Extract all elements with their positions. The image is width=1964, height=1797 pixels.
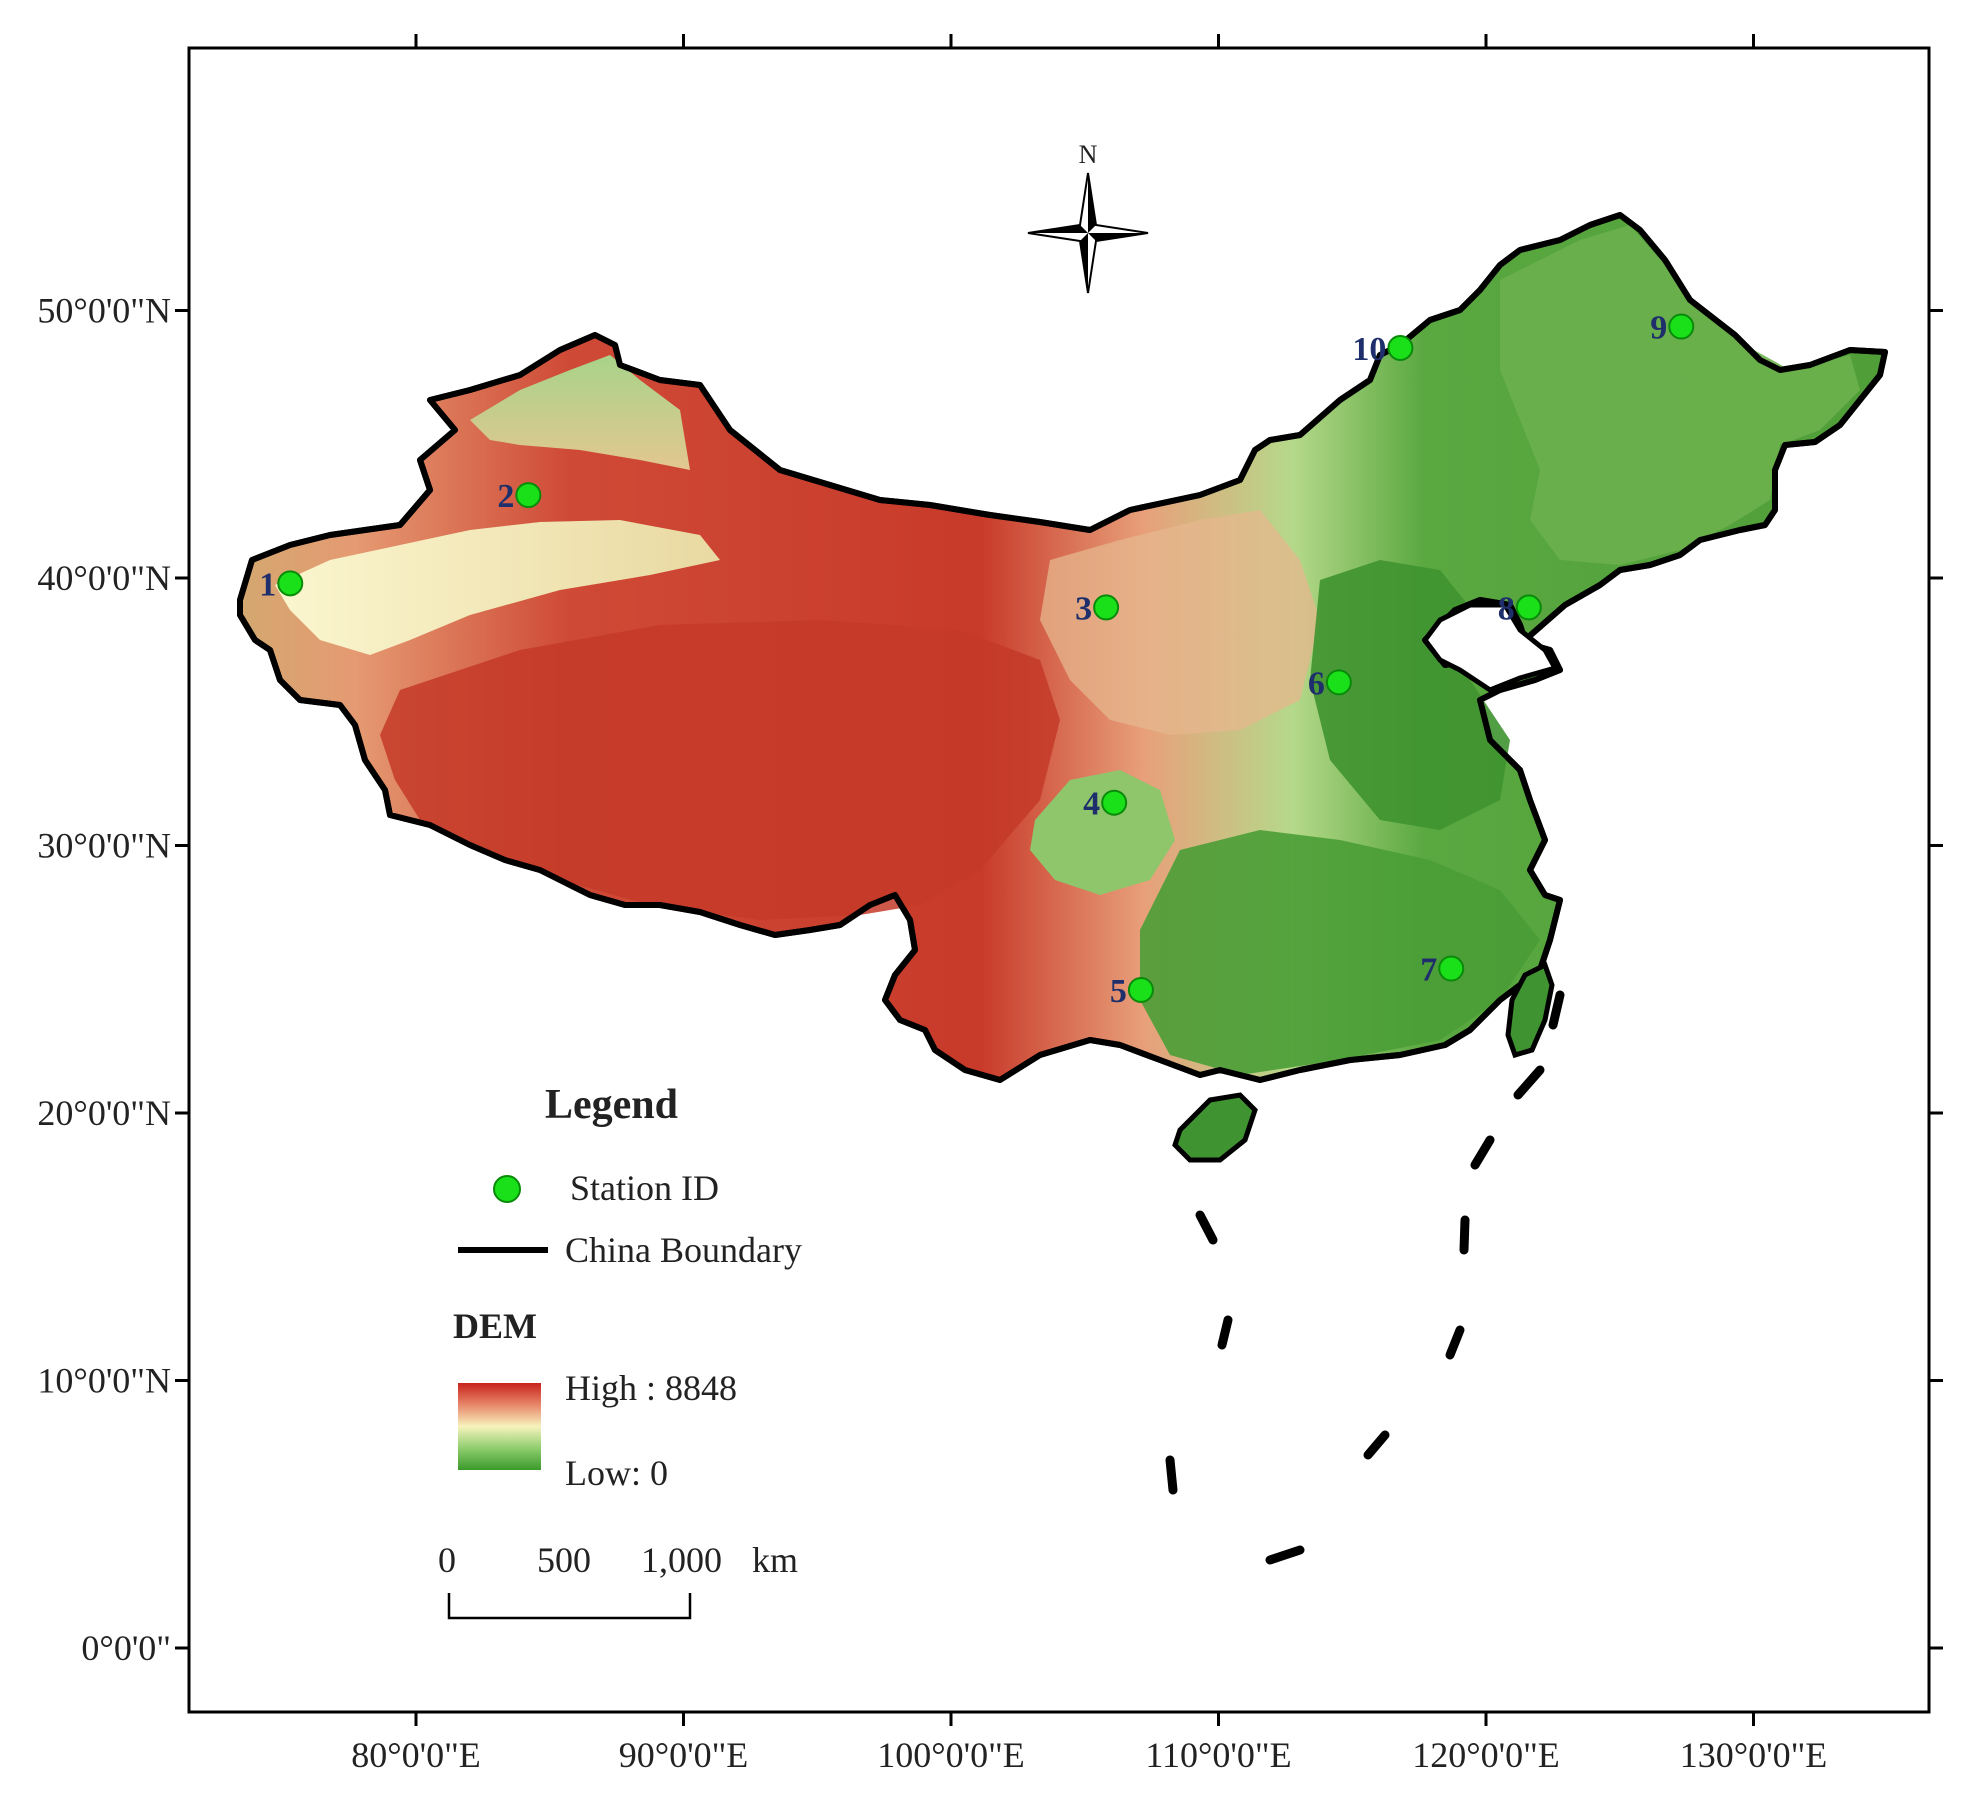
station-label-1: 1 bbox=[259, 566, 276, 603]
scale-label-km: km bbox=[752, 1540, 798, 1580]
dem-relief-tarim-basin bbox=[275, 520, 720, 655]
lon-tick-label: 120°0'0"E bbox=[1412, 1735, 1560, 1775]
taiwan-island bbox=[1505, 961, 1555, 1059]
station-label-7: 7 bbox=[1420, 952, 1437, 989]
lon-tick-label: 80°0'0"E bbox=[351, 1735, 481, 1775]
scale-bar-line bbox=[447, 1593, 692, 1620]
dem-relief-loess bbox=[1040, 510, 1320, 735]
bohai-sea bbox=[1421, 602, 1559, 693]
dem-relief-tibet bbox=[380, 620, 1060, 920]
station-label-4: 4 bbox=[1083, 786, 1100, 823]
station-label-3: 3 bbox=[1075, 590, 1092, 627]
station-marker-8 bbox=[1515, 594, 1542, 621]
dem-low-label: Low: 0 bbox=[565, 1453, 668, 1493]
lat-tick-label: 20°0'0"N bbox=[37, 1093, 171, 1133]
longitude-ticks: 80°0'0"E 90°0'0"E 100°0'0"E 110°0'0"E 120°0'… bbox=[351, 34, 1827, 1775]
legend: Legend Station ID China Boundary DEM Hig… bbox=[453, 1082, 802, 1493]
station-marker-9 bbox=[1668, 313, 1695, 340]
station-label-10: 10 bbox=[1352, 331, 1386, 368]
station-marker-10 bbox=[1387, 334, 1414, 361]
dem-high-label: High : 8848 bbox=[565, 1368, 737, 1408]
lon-tick-label: 100°0'0"E bbox=[877, 1735, 1025, 1775]
station-marker-5 bbox=[1127, 976, 1154, 1003]
station-marker-3 bbox=[1093, 594, 1120, 621]
lat-tick-label: 40°0'0"N bbox=[37, 558, 171, 598]
station-label-9: 9 bbox=[1650, 310, 1667, 347]
station-marker-6 bbox=[1325, 669, 1352, 696]
lat-tick-label: 0°0'0" bbox=[81, 1628, 171, 1668]
station-label-5: 5 bbox=[1110, 973, 1127, 1010]
station-label-2: 2 bbox=[497, 478, 514, 515]
scale-label-1000: 1,000 bbox=[641, 1540, 722, 1580]
dem-relief-junggar-basin bbox=[470, 355, 690, 470]
legend-title: Legend bbox=[545, 1082, 678, 1128]
station-label-8: 8 bbox=[1498, 590, 1515, 627]
north-arrow: N bbox=[1027, 140, 1149, 294]
dem-relief-southeast bbox=[1140, 830, 1540, 1075]
station-marker-2 bbox=[515, 482, 542, 509]
lon-tick-label: 130°0'0"E bbox=[1680, 1735, 1828, 1775]
lon-tick-label: 110°0'0"E bbox=[1145, 1735, 1291, 1775]
scale-bar: 0 500 1,000 km bbox=[438, 1540, 798, 1620]
legend-station-icon bbox=[493, 1175, 521, 1203]
dem-title: DEM bbox=[453, 1306, 537, 1346]
dem-relief-sichuan-basin bbox=[1030, 770, 1175, 895]
lat-tick-label: 10°0'0"N bbox=[37, 1361, 171, 1401]
south-china-sea-dashes bbox=[1165, 990, 1565, 1565]
station-marker-7 bbox=[1438, 955, 1465, 982]
lon-tick-label: 90°0'0"E bbox=[619, 1735, 749, 1775]
dem-relief-northeast bbox=[1500, 225, 1860, 565]
station-label-6: 6 bbox=[1308, 665, 1325, 702]
north-arrow-label: N bbox=[1079, 140, 1098, 169]
lat-tick-label: 30°0'0"N bbox=[37, 826, 171, 866]
dem-color-ramp bbox=[458, 1383, 541, 1470]
china-landmass bbox=[237, 212, 1888, 1163]
station-marker-4 bbox=[1101, 789, 1128, 816]
stations-layer: 1 2 3 4 5 6 7 8 9 10 bbox=[259, 310, 1695, 1010]
latitude-ticks: 50°0'0"N 40°0'0"N 30°0'0"N 20°0'0"N 10°0'0"N… bbox=[37, 291, 1943, 1668]
station-marker-1 bbox=[277, 570, 304, 597]
hainan-island bbox=[1172, 1092, 1258, 1163]
lat-tick-label: 50°0'0"N bbox=[37, 291, 171, 331]
legend-station-label: Station ID bbox=[570, 1168, 719, 1208]
scale-label-0: 0 bbox=[438, 1540, 456, 1580]
scale-label-500: 500 bbox=[537, 1540, 591, 1580]
legend-boundary-label: China Boundary bbox=[565, 1230, 802, 1270]
